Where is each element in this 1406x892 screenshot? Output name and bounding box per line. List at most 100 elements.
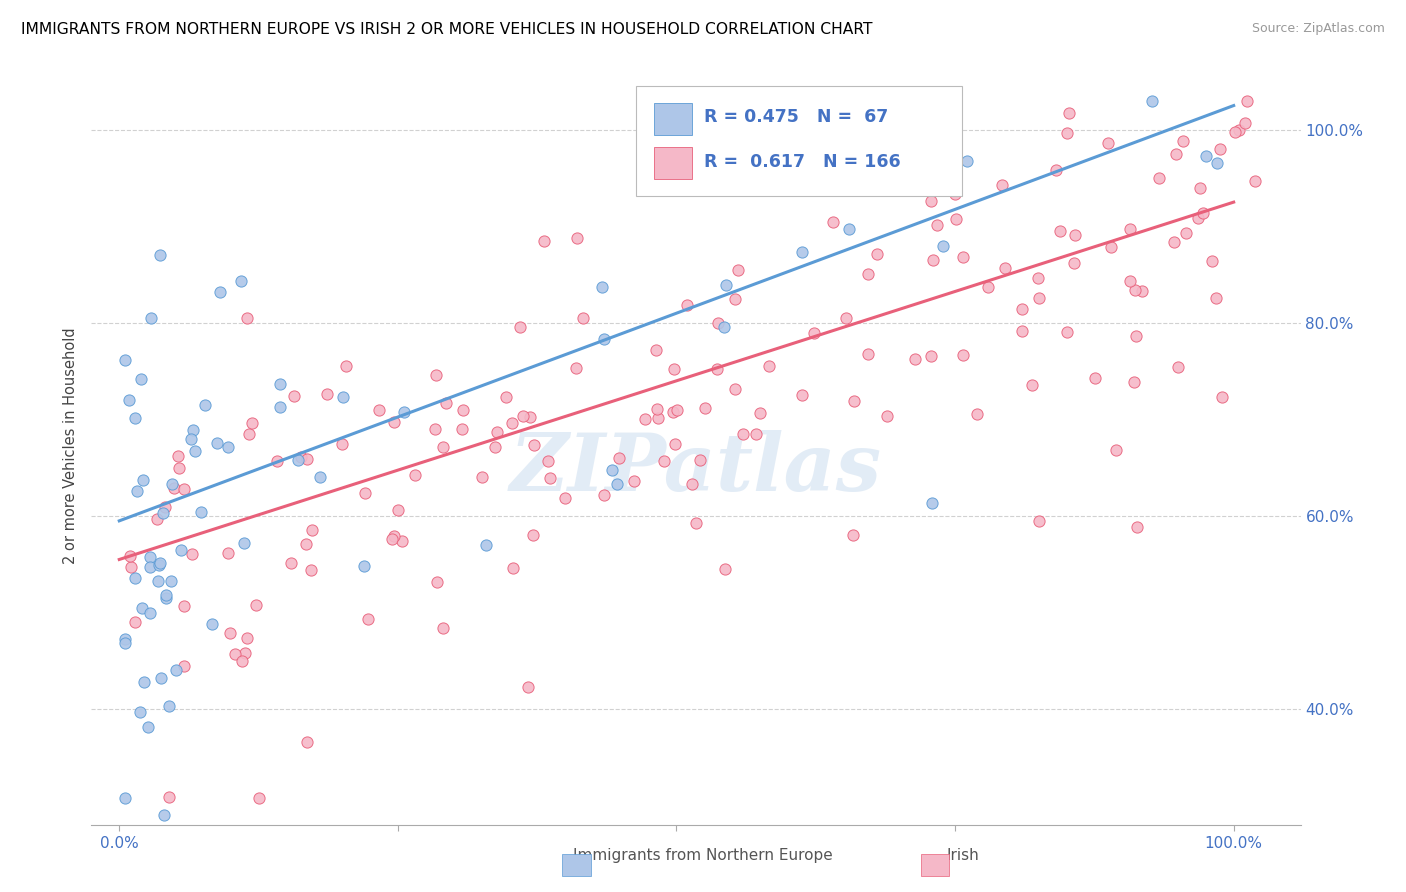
Point — [1191, 206, 1213, 220]
Point — [432, 621, 454, 635]
Point — [295, 452, 318, 467]
Point — [1056, 325, 1078, 339]
Point — [572, 311, 595, 326]
Point — [233, 646, 256, 660]
Point — [118, 549, 141, 563]
Point — [184, 444, 207, 458]
Point — [114, 636, 136, 650]
Point — [509, 319, 531, 334]
Point — [865, 247, 887, 261]
Point — [148, 558, 170, 572]
Point — [1211, 391, 1233, 405]
Point — [977, 280, 1000, 294]
Point — [152, 506, 174, 520]
Point — [139, 606, 162, 620]
Text: ZIPatlas: ZIPatlas — [510, 430, 882, 508]
Point — [790, 244, 813, 259]
Point — [194, 398, 217, 412]
Point — [517, 681, 540, 695]
Point — [150, 671, 173, 685]
Point — [181, 424, 204, 438]
Point — [502, 561, 524, 575]
Point — [652, 454, 675, 468]
Point — [308, 469, 330, 483]
Point — [501, 416, 523, 430]
Point — [891, 101, 914, 115]
Point — [332, 390, 354, 404]
Point — [512, 409, 534, 423]
Point — [519, 409, 541, 424]
Point — [681, 477, 703, 491]
Point — [1021, 377, 1043, 392]
Point — [173, 658, 195, 673]
Point — [685, 516, 707, 530]
Point — [723, 382, 745, 396]
Point — [367, 403, 389, 417]
Point — [1026, 271, 1049, 285]
Point — [162, 476, 184, 491]
Point — [634, 412, 657, 426]
Point — [231, 654, 253, 668]
Point — [1195, 149, 1218, 163]
Point — [155, 588, 177, 602]
Point — [1057, 106, 1080, 120]
Point — [471, 470, 494, 484]
Point — [1122, 375, 1144, 389]
Point — [129, 372, 152, 386]
Point — [153, 500, 176, 515]
Point — [229, 274, 252, 288]
Point — [1201, 253, 1223, 268]
Point — [842, 528, 865, 542]
Point — [676, 298, 699, 312]
Point — [295, 537, 318, 551]
Point — [235, 631, 257, 645]
Point — [1187, 211, 1209, 226]
Point — [713, 561, 735, 575]
Point — [114, 791, 136, 805]
Point — [380, 532, 402, 546]
Point — [837, 221, 859, 235]
Point — [858, 347, 880, 361]
Point — [994, 261, 1017, 276]
Point — [163, 481, 186, 495]
Point — [707, 316, 730, 330]
Point — [155, 591, 177, 605]
Point — [404, 467, 426, 482]
Point — [1063, 256, 1085, 270]
Point — [945, 212, 967, 227]
Point — [266, 454, 288, 468]
Point — [201, 617, 224, 632]
Point — [522, 528, 544, 542]
Point — [665, 402, 688, 417]
Point — [217, 440, 239, 454]
Point — [190, 505, 212, 519]
Point — [287, 453, 309, 467]
Point — [125, 483, 148, 498]
Point — [664, 437, 686, 451]
Point — [731, 426, 754, 441]
Point — [434, 395, 457, 409]
Point — [966, 407, 988, 421]
Point — [842, 393, 865, 408]
Point — [392, 405, 415, 419]
Point — [382, 416, 405, 430]
Point — [148, 248, 170, 262]
Point — [353, 486, 375, 500]
Point — [523, 438, 546, 452]
Point — [647, 411, 669, 425]
Point — [209, 285, 232, 300]
Point — [160, 574, 183, 588]
Text: Irish: Irish — [946, 848, 980, 863]
Point — [157, 698, 180, 713]
Point — [269, 376, 291, 391]
Point — [623, 474, 645, 488]
Point — [245, 598, 267, 612]
Point — [1244, 174, 1267, 188]
Point — [240, 417, 263, 431]
Point — [593, 488, 616, 502]
Point — [1206, 155, 1229, 169]
Point — [821, 215, 844, 229]
Point — [353, 559, 375, 574]
Point — [432, 440, 454, 454]
Point — [141, 311, 163, 326]
